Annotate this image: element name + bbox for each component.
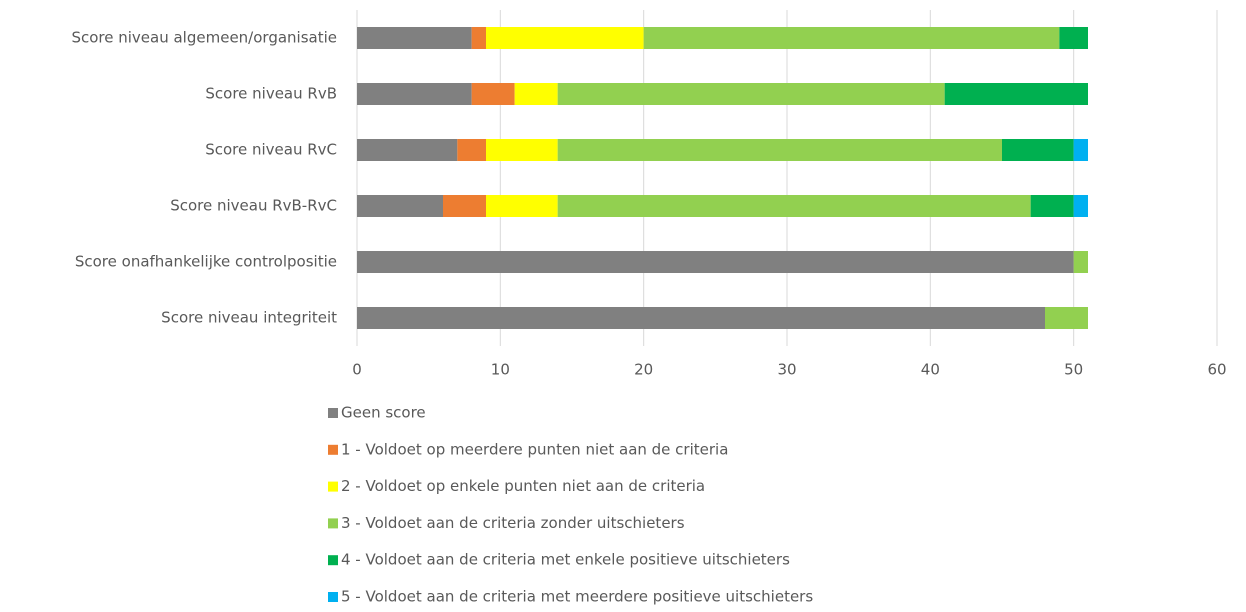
legend-label: 3 - Voldoet aan de criteria zonder uitsc… xyxy=(341,514,685,532)
legend-label: 2 - Voldoet op enkele punten niet aan de… xyxy=(341,477,705,495)
y-tick-label: Score niveau RvB-RvC xyxy=(170,197,337,215)
y-tick-label: Score niveau integriteit xyxy=(161,309,337,327)
x-tick-label: 20 xyxy=(634,361,653,379)
y-tick-label: Score niveau RvC xyxy=(205,141,337,159)
legend-swatch xyxy=(328,518,338,529)
bar-segment xyxy=(357,83,472,105)
bar-segment xyxy=(557,195,1031,217)
bar-segment xyxy=(1073,251,1088,273)
bar-segment xyxy=(357,27,472,49)
bar-segment xyxy=(357,251,1074,273)
bar-segment xyxy=(357,195,443,217)
x-tick-label: 10 xyxy=(491,361,510,379)
bar-segment xyxy=(1059,27,1088,49)
x-tick-label: 0 xyxy=(352,361,362,379)
y-tick-label: Score niveau algemeen/organisatie xyxy=(71,29,337,47)
bar-segment xyxy=(357,139,458,161)
bar-segment xyxy=(557,139,1002,161)
bar-segment xyxy=(471,27,486,49)
x-tick-label: 30 xyxy=(777,361,796,379)
bar-segment xyxy=(514,83,558,105)
legend-swatch xyxy=(328,481,338,492)
legend-swatch xyxy=(328,555,338,566)
bar-segment xyxy=(1073,139,1088,161)
y-tick-label: Score niveau RvB xyxy=(205,85,337,103)
bar-segment xyxy=(486,195,558,217)
bar-segment xyxy=(471,83,515,105)
legend-label: 5 - Voldoet aan de criteria met meerdere… xyxy=(341,588,813,606)
bar-segment xyxy=(1030,195,1074,217)
legend-label: 4 - Voldoet aan de criteria met enkele p… xyxy=(341,551,790,569)
bar-segment xyxy=(1002,139,1074,161)
bar-segment xyxy=(643,27,1060,49)
bar-segment xyxy=(443,195,486,217)
bar-segment xyxy=(1073,195,1088,217)
bar-segment xyxy=(557,83,945,105)
legend-swatch xyxy=(328,444,338,455)
bar-segment xyxy=(1045,307,1088,329)
bar-segment xyxy=(944,83,1088,105)
bar-segment xyxy=(357,307,1045,329)
x-tick-label: 50 xyxy=(1064,361,1083,379)
legend-label: 1 - Voldoet op meerdere punten niet aan … xyxy=(341,440,728,458)
legend-swatch xyxy=(328,408,338,418)
y-tick-label: Score onafhankelijke controlpositie xyxy=(75,253,337,271)
x-tick-label: 40 xyxy=(921,361,940,379)
x-tick-label: 60 xyxy=(1207,361,1226,379)
legend-swatch xyxy=(328,592,338,602)
bar-segment xyxy=(486,27,644,49)
legend-label: Geen score xyxy=(341,404,426,422)
bar-segment xyxy=(457,139,486,161)
bar-segment xyxy=(486,139,558,161)
